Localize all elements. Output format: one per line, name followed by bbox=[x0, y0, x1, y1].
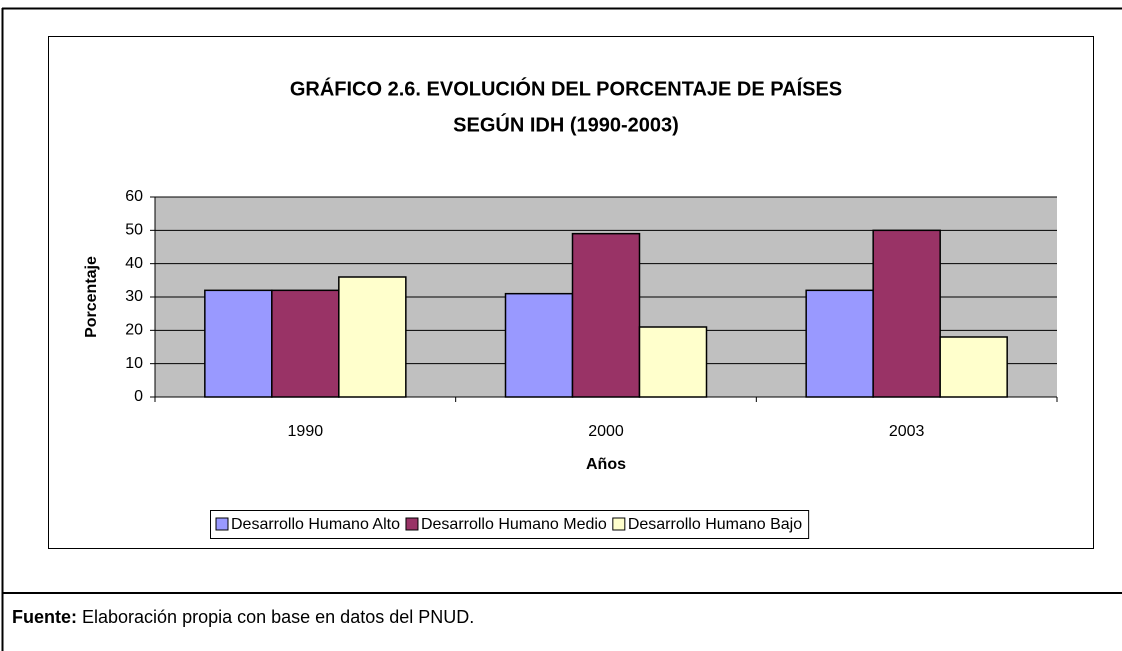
bar bbox=[338, 276, 407, 398]
chart-title: SEGÚN IDH (1990-2003) bbox=[453, 112, 679, 136]
bar bbox=[504, 292, 574, 398]
x-tick-label: 2000 bbox=[588, 423, 624, 440]
x-tick-label: 2003 bbox=[889, 423, 925, 440]
legend-label: Desarrollo Humano Bajo bbox=[628, 516, 802, 533]
y-tick-label: 10 bbox=[125, 355, 143, 372]
footer-text: Elaboración propia con base en datos del… bbox=[82, 607, 474, 627]
legend-label: Desarrollo Humano Medio bbox=[421, 516, 607, 533]
y-axis-label: Porcentaje bbox=[83, 256, 100, 338]
y-tick-label: 50 bbox=[125, 222, 143, 239]
y-tick-label: 60 bbox=[125, 188, 143, 205]
y-tick-label: 30 bbox=[125, 288, 143, 305]
legend bbox=[210, 510, 810, 539]
bar bbox=[805, 289, 874, 398]
x-axis-label: Años bbox=[586, 456, 626, 473]
bar bbox=[939, 336, 1008, 398]
y-tick-label: 20 bbox=[125, 322, 143, 339]
bar bbox=[872, 229, 941, 398]
legend-swatch bbox=[612, 517, 626, 531]
y-tick-label: 40 bbox=[125, 255, 143, 272]
bar bbox=[204, 289, 273, 398]
bar bbox=[638, 326, 708, 398]
y-tick-label: 0 bbox=[134, 388, 143, 405]
x-tick-label: 1990 bbox=[288, 423, 324, 440]
legend-label: Desarrollo Humano Alto bbox=[231, 516, 400, 533]
bar bbox=[271, 289, 340, 398]
legend-swatch bbox=[405, 517, 419, 531]
bar bbox=[571, 232, 641, 398]
chart-title: GRÁFICO 2.6. EVOLUCIÓN DEL PORCENTAJE DE… bbox=[290, 76, 842, 100]
legend-swatch bbox=[215, 517, 229, 531]
footer-label: Fuente: bbox=[12, 607, 77, 627]
